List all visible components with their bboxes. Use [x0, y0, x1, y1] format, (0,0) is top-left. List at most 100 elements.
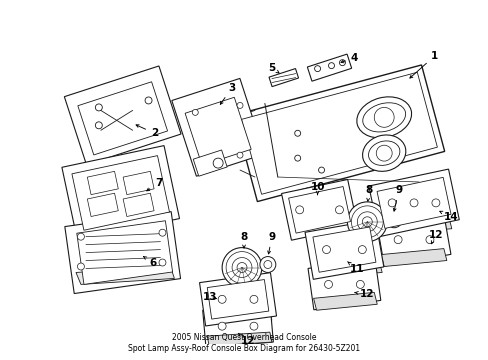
Text: 5: 5 [268, 63, 279, 73]
Ellipse shape [375, 145, 391, 161]
Polygon shape [374, 217, 451, 235]
Polygon shape [185, 97, 251, 165]
Text: 2: 2 [136, 125, 158, 138]
Ellipse shape [218, 295, 225, 303]
Polygon shape [207, 332, 271, 346]
Polygon shape [268, 68, 298, 87]
Polygon shape [76, 266, 174, 284]
Ellipse shape [362, 135, 405, 171]
Text: 12: 12 [354, 289, 374, 300]
Text: 11: 11 [347, 262, 364, 274]
Polygon shape [313, 292, 376, 310]
Polygon shape [305, 220, 383, 279]
Ellipse shape [218, 322, 225, 330]
Polygon shape [376, 213, 450, 266]
Polygon shape [307, 54, 351, 81]
Polygon shape [87, 171, 118, 195]
Ellipse shape [192, 109, 198, 115]
Polygon shape [376, 177, 450, 228]
Text: 1: 1 [409, 51, 438, 78]
Polygon shape [311, 261, 382, 278]
Ellipse shape [213, 158, 223, 168]
Ellipse shape [225, 252, 257, 283]
Ellipse shape [328, 63, 334, 69]
Text: 9: 9 [267, 232, 275, 254]
Ellipse shape [386, 212, 401, 228]
Ellipse shape [295, 206, 303, 214]
Ellipse shape [318, 167, 324, 173]
Ellipse shape [314, 66, 320, 72]
Text: 2005 Nissan Quest Overhead Console
Spot Lamp Assy-Roof Console Box Diagram for 2: 2005 Nissan Quest Overhead Console Spot … [128, 333, 360, 353]
Ellipse shape [409, 199, 417, 207]
Ellipse shape [362, 217, 371, 227]
Polygon shape [171, 78, 264, 176]
Polygon shape [206, 308, 271, 324]
Polygon shape [241, 72, 436, 194]
Text: 10: 10 [310, 182, 324, 195]
Text: 12: 12 [238, 333, 255, 346]
Polygon shape [381, 249, 446, 266]
Ellipse shape [389, 216, 397, 224]
Ellipse shape [95, 122, 102, 129]
Text: 8: 8 [365, 185, 372, 201]
Text: 13: 13 [203, 292, 217, 302]
Ellipse shape [294, 130, 300, 136]
Ellipse shape [145, 97, 152, 104]
Ellipse shape [159, 229, 165, 236]
Ellipse shape [357, 212, 376, 232]
Ellipse shape [431, 199, 439, 207]
Ellipse shape [95, 104, 102, 111]
Ellipse shape [222, 248, 262, 287]
Polygon shape [281, 179, 357, 240]
Text: 14: 14 [439, 211, 457, 222]
Ellipse shape [249, 295, 257, 303]
Polygon shape [234, 65, 444, 202]
Polygon shape [368, 169, 458, 237]
Polygon shape [65, 212, 180, 293]
Ellipse shape [260, 257, 275, 273]
Ellipse shape [232, 257, 251, 278]
Text: 7: 7 [146, 178, 162, 191]
Ellipse shape [351, 206, 383, 238]
Ellipse shape [393, 236, 401, 244]
Polygon shape [123, 193, 154, 216]
Ellipse shape [237, 262, 246, 273]
Ellipse shape [362, 103, 405, 132]
Ellipse shape [346, 202, 386, 242]
Ellipse shape [335, 206, 343, 214]
Polygon shape [312, 227, 375, 272]
Ellipse shape [356, 97, 411, 138]
Text: 12: 12 [428, 230, 442, 244]
Text: 4: 4 [340, 53, 357, 63]
Polygon shape [78, 82, 167, 155]
Ellipse shape [249, 322, 257, 330]
Ellipse shape [77, 263, 84, 270]
Text: 8: 8 [240, 232, 247, 248]
Ellipse shape [237, 152, 243, 158]
Polygon shape [77, 221, 172, 284]
Ellipse shape [264, 261, 271, 269]
Ellipse shape [77, 233, 84, 240]
Polygon shape [62, 145, 179, 240]
Ellipse shape [425, 236, 433, 244]
Ellipse shape [373, 107, 393, 127]
Polygon shape [207, 280, 268, 319]
Polygon shape [87, 193, 118, 216]
Ellipse shape [237, 103, 243, 108]
Ellipse shape [322, 246, 330, 253]
Polygon shape [203, 305, 273, 348]
Ellipse shape [356, 280, 364, 288]
Polygon shape [193, 150, 227, 176]
Text: 9: 9 [392, 185, 402, 211]
Polygon shape [307, 259, 380, 310]
Ellipse shape [159, 259, 165, 266]
Text: 3: 3 [220, 82, 235, 104]
Polygon shape [288, 186, 350, 233]
Ellipse shape [368, 141, 399, 165]
Text: 6: 6 [143, 257, 156, 267]
Polygon shape [123, 171, 154, 195]
Polygon shape [72, 156, 169, 230]
Ellipse shape [358, 246, 366, 253]
Polygon shape [199, 273, 276, 326]
Ellipse shape [387, 199, 395, 207]
